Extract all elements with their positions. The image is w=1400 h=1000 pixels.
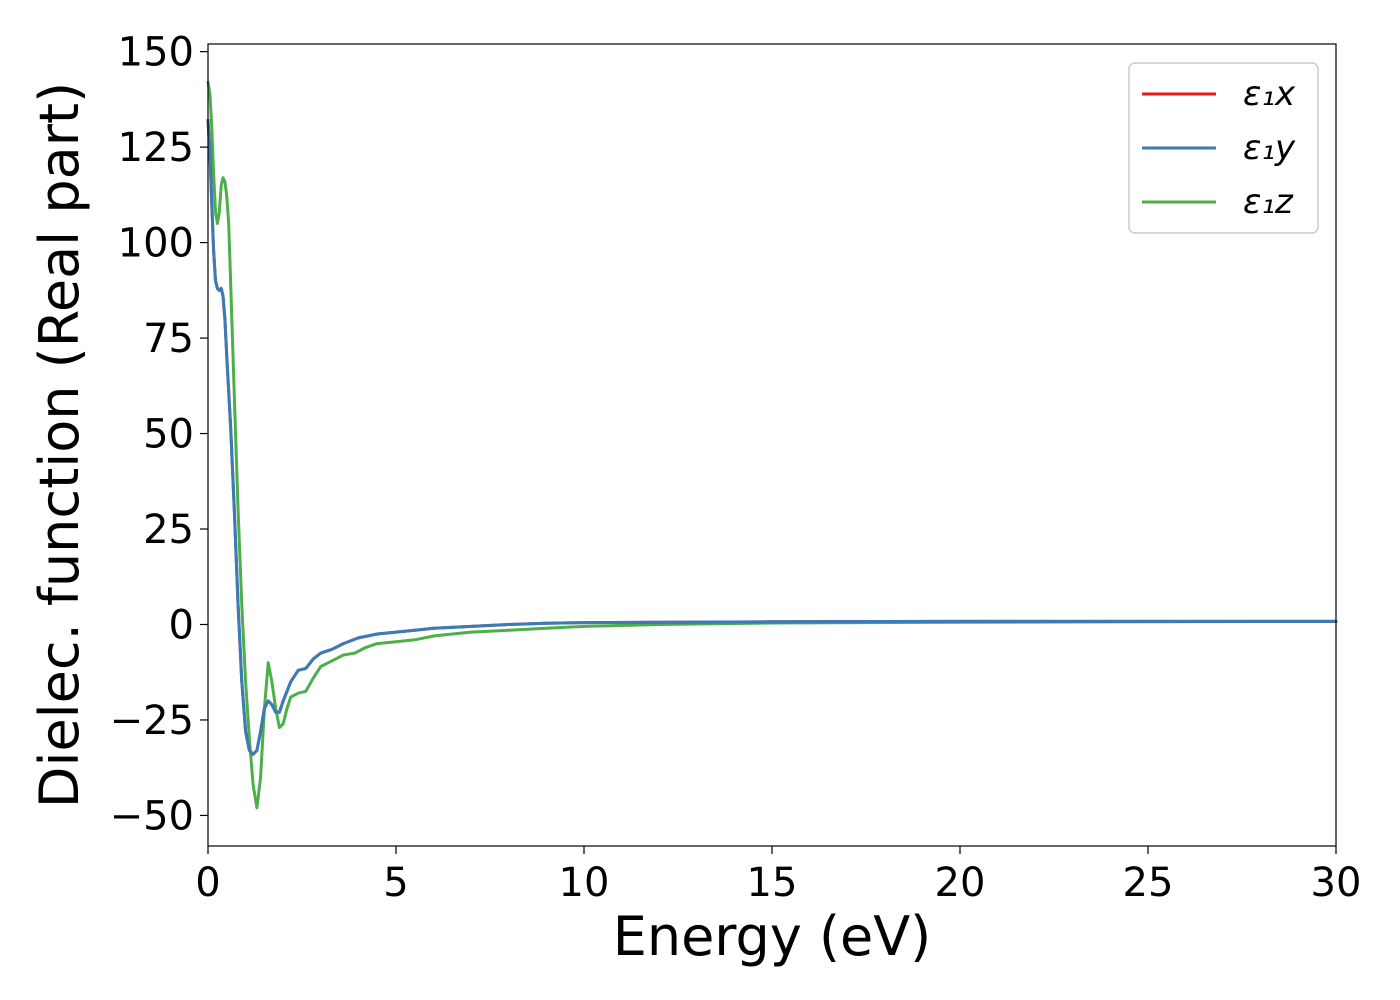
legend-label-0: ε₁x xyxy=(1243,74,1296,114)
x-tick-label: 25 xyxy=(1123,860,1174,906)
y-tick-label: −50 xyxy=(110,793,194,839)
x-tick-label: 30 xyxy=(1311,860,1362,906)
tick-layer: 0 5 10 15 20 25 30 −50 −25 0 25 50 75 100 125 150 xyxy=(110,30,1362,906)
series-layer xyxy=(206,80,1338,810)
y-tick-label: 75 xyxy=(143,316,194,362)
plot-frame xyxy=(207,43,1337,847)
y-tick-label: 100 xyxy=(118,221,194,267)
y-axis-label: Dielec. function (Real part) xyxy=(28,82,91,808)
series-line-2 xyxy=(206,80,1338,810)
legend-label-2: ε₁z xyxy=(1243,182,1294,222)
series-line-1 xyxy=(206,118,1338,756)
legend-box xyxy=(1128,62,1319,234)
legend: ε₁x ε₁y ε₁z xyxy=(1128,62,1319,234)
y-tick-label: −25 xyxy=(110,698,194,744)
y-tick-label: 125 xyxy=(118,125,194,171)
y-tick-label: 25 xyxy=(143,507,194,553)
x-tick-label: 10 xyxy=(559,860,610,906)
y-tick-label: 50 xyxy=(143,412,194,458)
x-tick-label: 20 xyxy=(935,860,986,906)
x-tick-label: 0 xyxy=(195,860,220,906)
y-tick-label: 150 xyxy=(118,30,194,76)
y-tick-label: 0 xyxy=(169,602,194,648)
x-tick-label: 15 xyxy=(747,860,798,906)
x-tick-label: 5 xyxy=(383,860,408,906)
legend-label-1: ε₁y xyxy=(1243,128,1296,168)
x-axis-label: Energy (eV) xyxy=(613,905,932,968)
